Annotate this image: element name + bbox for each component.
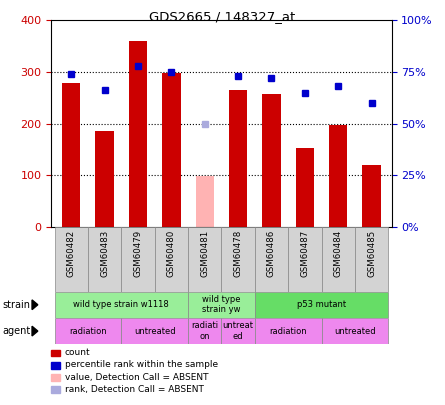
- Bar: [262, 94, 281, 227]
- Text: GSM60487: GSM60487: [300, 230, 309, 277]
- Bar: [322, 227, 355, 292]
- Text: GSM60479: GSM60479: [134, 230, 142, 277]
- Text: radiation: radiation: [69, 326, 107, 336]
- Bar: [188, 227, 222, 292]
- Text: value, Detection Call = ABSENT: value, Detection Call = ABSENT: [65, 373, 208, 382]
- Text: GSM60481: GSM60481: [200, 230, 209, 277]
- Bar: [195, 176, 214, 227]
- Bar: [121, 318, 188, 344]
- Text: wild type strain w1118: wild type strain w1118: [73, 300, 169, 309]
- Polygon shape: [32, 300, 38, 309]
- Text: GSM60480: GSM60480: [167, 230, 176, 277]
- Bar: [155, 227, 188, 292]
- Bar: [51, 374, 60, 381]
- Text: GSM60478: GSM60478: [234, 230, 243, 277]
- Bar: [162, 73, 181, 227]
- Bar: [51, 350, 60, 356]
- Text: p53 mutant: p53 mutant: [297, 300, 346, 309]
- Bar: [255, 227, 288, 292]
- Text: GSM60485: GSM60485: [367, 230, 376, 277]
- Bar: [51, 386, 60, 393]
- Bar: [62, 83, 81, 227]
- Text: GSM60482: GSM60482: [67, 230, 76, 277]
- Text: untreat
ed: untreat ed: [222, 322, 254, 341]
- Text: GSM60484: GSM60484: [334, 230, 343, 277]
- Text: rank, Detection Call = ABSENT: rank, Detection Call = ABSENT: [65, 385, 203, 394]
- Text: radiati
on: radiati on: [191, 322, 218, 341]
- Bar: [55, 318, 121, 344]
- Text: strain: strain: [2, 300, 30, 310]
- Bar: [288, 227, 322, 292]
- Bar: [222, 227, 255, 292]
- Bar: [121, 227, 155, 292]
- Text: GSM60486: GSM60486: [267, 230, 276, 277]
- Bar: [51, 362, 60, 369]
- Bar: [129, 41, 147, 227]
- Bar: [222, 318, 255, 344]
- Bar: [188, 292, 255, 318]
- Bar: [55, 227, 88, 292]
- Text: GDS2665 / 148327_at: GDS2665 / 148327_at: [150, 10, 295, 23]
- Bar: [362, 165, 381, 227]
- Text: agent: agent: [2, 326, 30, 336]
- Bar: [88, 227, 121, 292]
- Bar: [329, 125, 348, 227]
- Text: untreated: untreated: [334, 326, 376, 336]
- Text: untreated: untreated: [134, 326, 175, 336]
- Text: GSM60483: GSM60483: [100, 230, 109, 277]
- Bar: [229, 90, 247, 227]
- Text: percentile rank within the sample: percentile rank within the sample: [65, 360, 218, 369]
- Bar: [55, 292, 188, 318]
- Bar: [255, 318, 322, 344]
- Bar: [322, 318, 388, 344]
- Text: count: count: [65, 348, 90, 357]
- Bar: [95, 131, 114, 227]
- Text: wild type
strain yw: wild type strain yw: [202, 295, 241, 314]
- Bar: [355, 227, 388, 292]
- Bar: [188, 318, 222, 344]
- Bar: [255, 292, 388, 318]
- Text: radiation: radiation: [269, 326, 307, 336]
- Polygon shape: [32, 326, 38, 336]
- Bar: [295, 148, 314, 227]
